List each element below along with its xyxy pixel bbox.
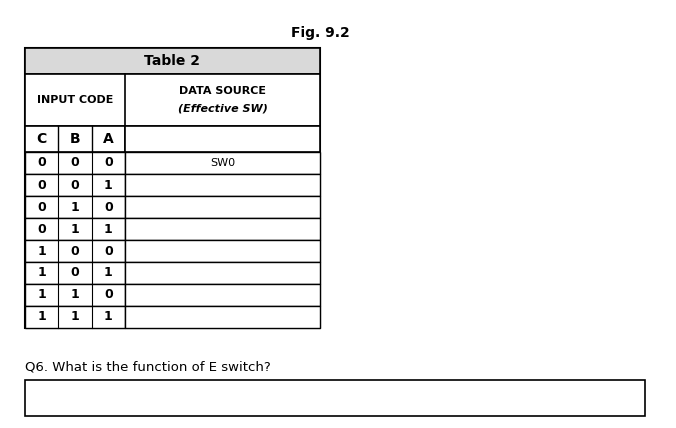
Text: 1: 1: [70, 310, 79, 324]
Text: INPUT CODE: INPUT CODE: [37, 95, 113, 105]
Text: 0: 0: [37, 223, 46, 235]
Text: A: A: [103, 132, 114, 146]
Bar: [25, 48, 320, 74]
Bar: [25, 306, 125, 328]
Text: 0: 0: [37, 157, 46, 169]
Text: 0: 0: [70, 267, 79, 279]
Bar: [25, 126, 125, 152]
Text: 0: 0: [70, 178, 79, 191]
Bar: [125, 240, 320, 262]
Text: 1: 1: [37, 267, 46, 279]
Text: Q6. What is the function of E switch?: Q6. What is the function of E switch?: [25, 360, 271, 373]
Bar: [125, 196, 320, 218]
Bar: [25, 48, 320, 328]
Text: 0: 0: [104, 244, 113, 258]
Text: 1: 1: [104, 223, 113, 235]
Bar: [125, 262, 320, 284]
Text: 0: 0: [70, 244, 79, 258]
Text: 1: 1: [37, 244, 46, 258]
Text: 0: 0: [104, 288, 113, 301]
Bar: [25, 174, 125, 196]
Text: 0: 0: [70, 157, 79, 169]
Text: C: C: [37, 132, 47, 146]
Text: 1: 1: [104, 178, 113, 191]
Text: 0: 0: [37, 178, 46, 191]
Text: B: B: [70, 132, 80, 146]
Text: 1: 1: [70, 288, 79, 301]
Bar: [25, 152, 125, 174]
Bar: [25, 196, 125, 218]
Bar: [125, 152, 320, 174]
Text: 1: 1: [104, 267, 113, 279]
Text: SW0: SW0: [210, 158, 235, 168]
Bar: [125, 218, 320, 240]
Bar: [125, 126, 320, 152]
Bar: [125, 306, 320, 328]
Bar: [125, 174, 320, 196]
Text: 1: 1: [70, 200, 79, 214]
Bar: [25, 284, 125, 306]
Text: 0: 0: [104, 157, 113, 169]
Bar: [25, 74, 320, 126]
Text: 0: 0: [104, 200, 113, 214]
Text: 1: 1: [37, 288, 46, 301]
Text: 0: 0: [37, 200, 46, 214]
Text: DATA SOURCE: DATA SOURCE: [179, 86, 266, 96]
Bar: [25, 380, 645, 416]
Text: 1: 1: [104, 310, 113, 324]
Text: Table 2: Table 2: [145, 54, 201, 68]
Bar: [25, 218, 125, 240]
Text: 1: 1: [70, 223, 79, 235]
Text: (Effective SW): (Effective SW): [178, 104, 268, 114]
Bar: [25, 262, 125, 284]
Text: 1: 1: [37, 310, 46, 324]
Text: Fig. 9.2: Fig. 9.2: [291, 26, 349, 40]
Bar: [25, 240, 125, 262]
Bar: [125, 284, 320, 306]
